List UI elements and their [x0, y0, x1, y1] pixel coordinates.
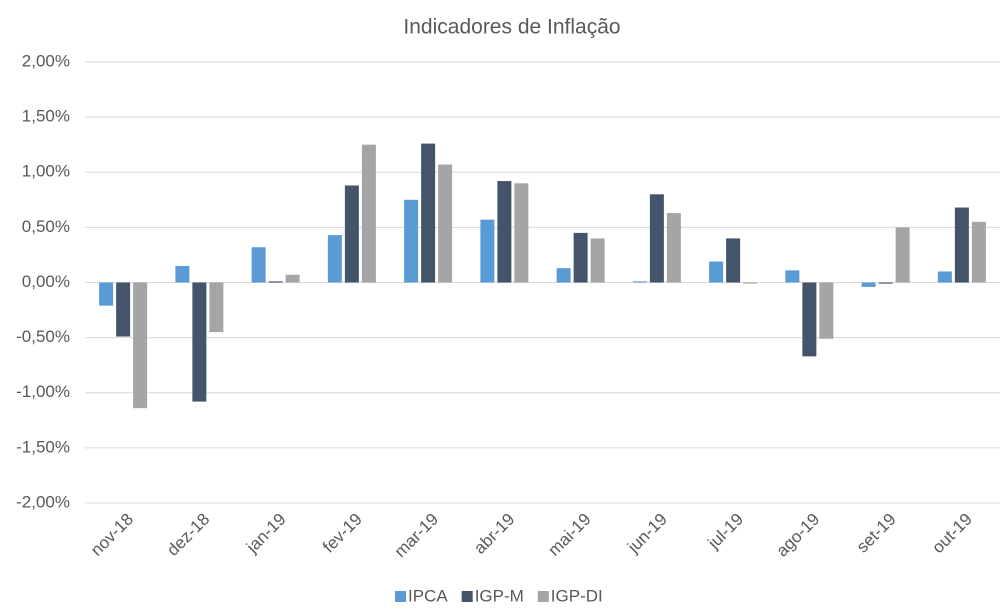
bar [438, 164, 453, 283]
bar [743, 282, 758, 284]
bar [666, 213, 681, 283]
y-tick-label: 0,50% [22, 217, 70, 236]
bar [573, 232, 588, 283]
bar [404, 199, 419, 283]
x-tick-label: set-19 [853, 510, 900, 557]
bar [878, 282, 893, 284]
legend-label: IGP-DI [551, 586, 603, 605]
bar [133, 282, 148, 409]
bar [361, 144, 376, 283]
x-tick-label: fev-19 [319, 510, 366, 557]
y-tick-label: -1,50% [16, 437, 70, 456]
x-tick-label: nov-18 [87, 510, 137, 560]
bar [116, 282, 131, 337]
bar [421, 143, 436, 283]
x-tick-label: abr-19 [470, 510, 518, 558]
legend-swatch [461, 591, 473, 602]
bar [649, 194, 664, 283]
bar [895, 227, 910, 283]
bar [514, 183, 529, 283]
x-tick-label: dez-18 [163, 510, 213, 560]
chart-title: Indicadores de Inflação [403, 16, 620, 39]
x-tick-label: jan-19 [242, 510, 290, 558]
y-tick-label: 1,50% [22, 107, 70, 126]
bar [819, 282, 834, 339]
bar [556, 268, 571, 283]
x-tick-label: ago-19 [773, 510, 824, 561]
bar [480, 219, 495, 283]
y-tick-label: -1,00% [16, 382, 70, 401]
bar [937, 271, 952, 283]
bar [709, 261, 724, 283]
x-tick-label: mar-19 [391, 510, 443, 562]
legend-label: IGP-M [475, 586, 524, 605]
bar [954, 207, 969, 283]
bar [590, 238, 605, 283]
legend-swatch [395, 591, 406, 602]
x-tick-label: mai-19 [544, 510, 594, 560]
bar [251, 247, 266, 283]
bar [192, 282, 207, 402]
bar [632, 281, 647, 283]
y-tick-label: 1,00% [22, 162, 70, 181]
legend-label: IPCA [408, 586, 448, 605]
bar [497, 181, 512, 283]
x-tick-label: out-19 [928, 510, 976, 558]
bar [785, 270, 800, 283]
bar [327, 235, 342, 283]
bar [99, 282, 114, 306]
bar [802, 282, 817, 357]
y-tick-label: 0,00% [22, 272, 70, 291]
bar [268, 281, 283, 283]
x-tick-label: jun-19 [623, 510, 671, 558]
legend-swatch [537, 591, 549, 602]
bar [726, 238, 741, 283]
y-tick-label: 2,00% [22, 51, 70, 70]
y-tick-label: -2,00% [16, 492, 70, 511]
y-tick-label: -0,50% [16, 327, 70, 346]
bar [971, 221, 986, 283]
bar [344, 185, 359, 283]
bar [861, 282, 876, 287]
x-tick-label: jul-19 [704, 510, 748, 554]
bar [175, 265, 190, 283]
bar [285, 274, 300, 283]
bar [209, 282, 224, 333]
